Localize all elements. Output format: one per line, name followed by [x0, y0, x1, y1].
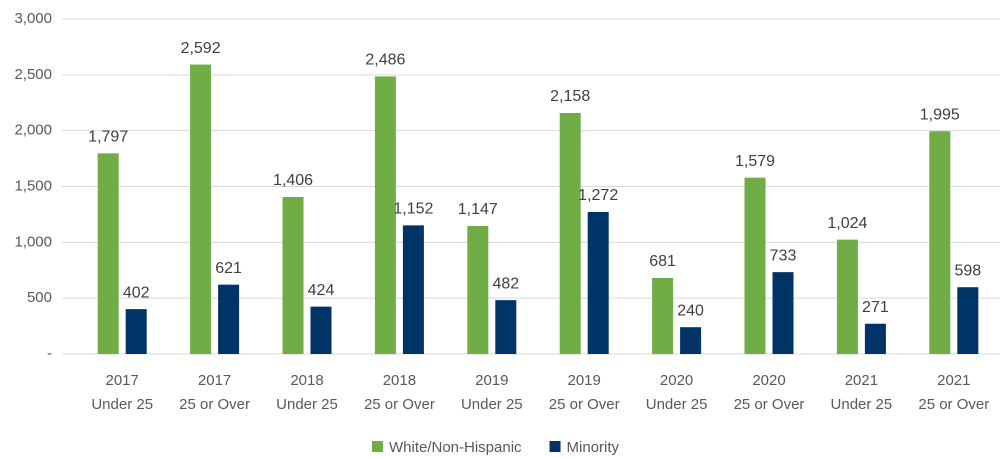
value-label: 1,406 — [273, 172, 313, 189]
value-label: 482 — [492, 275, 519, 292]
value-label: 1,995 — [920, 106, 960, 123]
bar — [836, 239, 858, 354]
y-tick-label: 2,000 — [14, 122, 52, 139]
x-tick-label: 2020 — [660, 372, 693, 389]
bar — [652, 277, 674, 354]
bar — [772, 272, 794, 354]
bar — [218, 284, 240, 354]
value-label: 1,024 — [827, 215, 867, 232]
value-label: 271 — [862, 299, 889, 316]
x-tick-label: 25 or Over — [734, 396, 805, 413]
value-label: 402 — [123, 284, 150, 301]
bar — [559, 113, 581, 354]
bar — [744, 177, 766, 354]
value-label: 240 — [677, 302, 704, 319]
y-tick-label: 500 — [27, 289, 52, 306]
x-tick-label: Under 25 — [91, 396, 153, 413]
bar — [97, 153, 119, 354]
bar — [957, 287, 979, 354]
bar — [374, 76, 396, 354]
x-tick-label: Under 25 — [831, 396, 893, 413]
x-tick-label: 2021 — [845, 372, 878, 389]
x-tick-label: 2019 — [475, 372, 508, 389]
bar — [680, 327, 702, 354]
value-label: 1,147 — [458, 201, 498, 218]
bar — [125, 309, 147, 354]
bar — [864, 323, 886, 354]
bar — [929, 131, 951, 354]
value-label: 1,579 — [735, 153, 775, 170]
bar — [467, 225, 489, 354]
value-label: 681 — [649, 253, 676, 270]
x-tick-label: 2018 — [383, 372, 416, 389]
bar — [282, 196, 304, 354]
x-tick-label: Under 25 — [276, 396, 338, 413]
value-label: 2,486 — [365, 52, 405, 69]
y-tick-label: 2,500 — [14, 66, 52, 83]
x-tick-label: 25 or Over — [179, 396, 250, 413]
bar — [402, 225, 424, 354]
y-tick-label: 1,500 — [14, 177, 52, 194]
y-tick-label: - — [47, 345, 52, 362]
value-label: 2,158 — [550, 88, 590, 105]
x-tick-label: 2018 — [290, 372, 323, 389]
value-label: 598 — [954, 262, 981, 279]
legend-label: White/Non-Hispanic — [389, 439, 522, 456]
bar — [190, 64, 212, 354]
x-tick-label: 2020 — [752, 372, 785, 389]
x-tick-label: 2019 — [568, 372, 601, 389]
x-tick-label: Under 25 — [461, 396, 523, 413]
value-label: 621 — [215, 260, 242, 277]
bar — [310, 306, 332, 354]
x-tick-label: 2017 — [198, 372, 231, 389]
x-tick-label: Under 25 — [646, 396, 708, 413]
value-label: 1,797 — [88, 129, 128, 146]
x-tick-label: 25 or Over — [364, 396, 435, 413]
x-tick-label: 25 or Over — [549, 396, 620, 413]
value-label: 1,152 — [393, 201, 433, 218]
bar — [587, 211, 609, 354]
value-label: 424 — [308, 282, 335, 299]
x-tick-label: 2021 — [937, 372, 970, 389]
y-tick-label: 1,000 — [14, 233, 52, 250]
value-label: 2,592 — [181, 40, 221, 57]
legend-label: Minority — [567, 439, 620, 456]
x-tick-label: 2017 — [106, 372, 139, 389]
legend-swatch — [549, 441, 561, 452]
value-label: 1,272 — [578, 187, 618, 204]
bar — [495, 300, 517, 354]
legend-swatch — [372, 441, 383, 452]
y-tick-label: 3,000 — [14, 10, 52, 27]
value-label: 733 — [770, 247, 797, 264]
x-tick-label: 25 or Over — [918, 396, 989, 413]
